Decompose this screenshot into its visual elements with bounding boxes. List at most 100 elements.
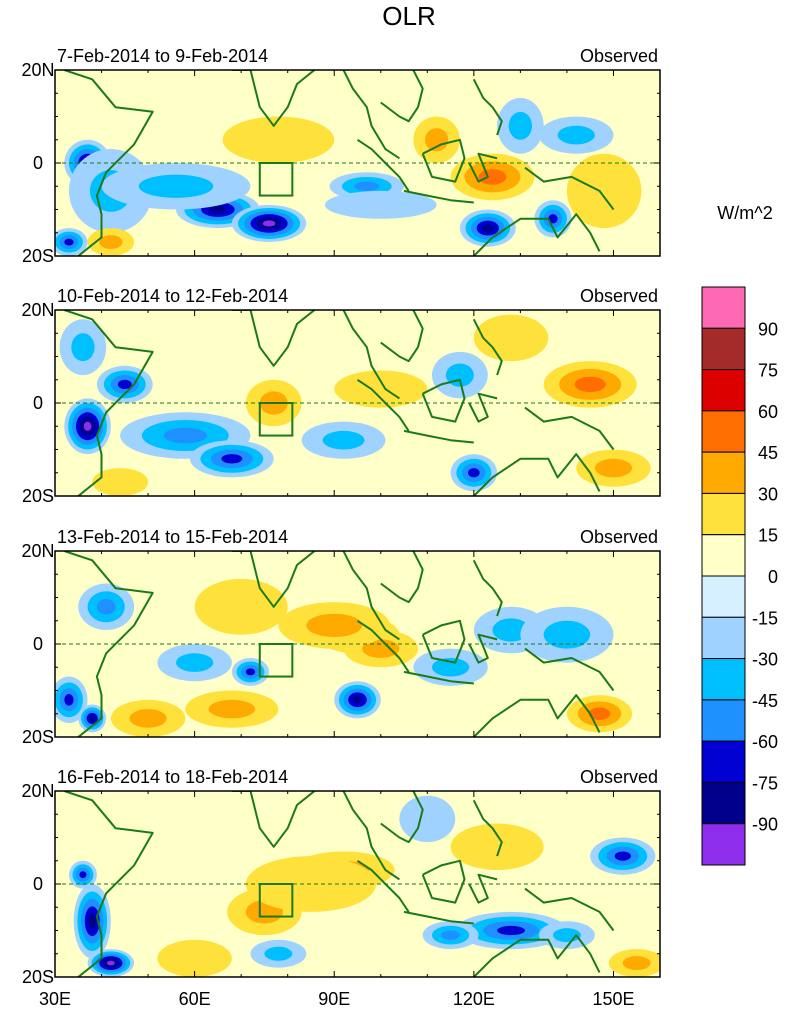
olr-anomaly-contour bbox=[92, 468, 149, 496]
coastline bbox=[421, 138, 466, 183]
index-box bbox=[258, 162, 294, 197]
coastline bbox=[473, 694, 601, 737]
olr-anomaly-contour bbox=[264, 946, 293, 961]
olr-anomaly-contour bbox=[222, 116, 335, 163]
x-tick-label: 60E bbox=[179, 989, 211, 1009]
coastline bbox=[342, 310, 400, 400]
colorbar-swatch bbox=[701, 534, 746, 577]
y-tick-label: 20N bbox=[21, 541, 54, 561]
olr-anomaly-contour bbox=[117, 379, 132, 390]
x-tick-label: 150E bbox=[592, 989, 634, 1009]
index-box bbox=[258, 643, 294, 678]
olr-anomaly-contour bbox=[508, 111, 533, 140]
y-tick-label: 20S bbox=[22, 246, 54, 266]
olr-anomaly-contour bbox=[594, 458, 633, 478]
y-tick-label: 20N bbox=[21, 60, 54, 80]
coastline bbox=[63, 70, 154, 256]
y-tick-label: 0 bbox=[33, 634, 43, 654]
olr-anomaly-contour bbox=[129, 709, 167, 728]
map-panel: 20N 0 20S 16-Feb-2014 to 18-Feb-2014 Observe… bbox=[21, 767, 661, 987]
coastline bbox=[380, 551, 424, 604]
olr-anomaly-contour bbox=[96, 599, 116, 615]
x-tick-label: 30E bbox=[39, 989, 71, 1009]
x-tick-label: 120E bbox=[453, 989, 495, 1009]
coastline bbox=[421, 378, 466, 423]
panel-date-label: 10-Feb-2014 to 12-Feb-2014 bbox=[57, 286, 288, 306]
olr-anomaly-contour bbox=[614, 851, 631, 861]
coastline bbox=[473, 213, 601, 256]
coastline bbox=[63, 791, 154, 977]
olr-anomaly-contour bbox=[334, 370, 428, 408]
olr-anomaly-contour bbox=[88, 913, 96, 929]
olr-anomaly-contour bbox=[548, 214, 558, 224]
colorbar-swatch bbox=[701, 781, 746, 825]
map-panel: 20N 0 20S 7-Feb-2014 to 9-Feb-2014 Observed bbox=[21, 46, 661, 266]
y-tick-label: 20N bbox=[21, 781, 54, 801]
y-tick-label: 20S bbox=[22, 727, 54, 747]
y-tick-label: 20S bbox=[22, 967, 54, 987]
panel-source-label: Observed bbox=[580, 767, 658, 787]
coastline bbox=[380, 70, 424, 123]
colorbar-label: 15 bbox=[758, 526, 778, 546]
y-tick-label: 0 bbox=[33, 874, 43, 894]
coastline bbox=[403, 429, 474, 444]
coastline bbox=[231, 310, 317, 367]
olr-anomaly-contour bbox=[89, 715, 96, 722]
panel-date-label: 16-Feb-2014 to 18-Feb-2014 bbox=[57, 767, 288, 787]
olr-anomaly-contour bbox=[399, 795, 456, 843]
colorbar-label: -30 bbox=[752, 650, 778, 670]
colorbar-swatch bbox=[701, 699, 746, 742]
panel-source-label: Observed bbox=[580, 286, 658, 306]
olr-anomaly-contour bbox=[209, 205, 227, 214]
index-box bbox=[258, 883, 294, 918]
units-label: W/m^2 bbox=[717, 203, 772, 223]
panel-source-label: Observed bbox=[580, 527, 658, 547]
olr-anomaly-contour bbox=[352, 696, 363, 704]
colorbar-swatch bbox=[701, 369, 746, 412]
y-tick-label: 0 bbox=[33, 153, 43, 173]
colorbar-label: 30 bbox=[758, 484, 778, 504]
coastline bbox=[231, 70, 317, 127]
coastline bbox=[231, 551, 317, 608]
colorbar-swatch bbox=[701, 410, 746, 453]
coastline bbox=[472, 799, 503, 857]
coastline bbox=[342, 70, 400, 160]
coastline bbox=[63, 310, 154, 496]
olr-anomaly-contour bbox=[106, 960, 115, 966]
colorbar-swatch bbox=[701, 823, 746, 866]
colorbar-swatch bbox=[701, 616, 746, 660]
y-tick-label: 20S bbox=[22, 486, 54, 506]
x-axis: 30E 60E 90E 120E 150E bbox=[39, 989, 635, 1009]
panel-date-label: 13-Feb-2014 to 15-Feb-2014 bbox=[57, 527, 288, 547]
panel-date-label: 7-Feb-2014 to 9-Feb-2014 bbox=[57, 46, 268, 66]
olr-anomaly-contour bbox=[324, 190, 437, 219]
olr-anomaly-contour bbox=[492, 618, 530, 642]
colorbar-label: 0 bbox=[768, 567, 778, 587]
coastline bbox=[468, 873, 498, 904]
coastline bbox=[472, 78, 503, 136]
colorbar-swatch bbox=[701, 286, 746, 329]
colorbar-label: -45 bbox=[752, 691, 778, 711]
olr-anomaly-contour bbox=[79, 871, 87, 879]
olr-anomaly-contour bbox=[64, 693, 74, 706]
coastline bbox=[63, 551, 154, 737]
coastline bbox=[468, 392, 498, 423]
coastline bbox=[524, 166, 615, 211]
coastline bbox=[231, 791, 317, 848]
olr-anomaly-contour bbox=[306, 613, 363, 638]
olr-anomaly-contour bbox=[588, 707, 611, 720]
olr-anomaly-contour bbox=[138, 174, 214, 198]
olr-anomaly-contour bbox=[245, 668, 256, 676]
coastline bbox=[468, 152, 498, 183]
colorbar-swatch bbox=[701, 327, 746, 371]
chart-title: OLR bbox=[382, 1, 435, 31]
colorbar-label: -90 bbox=[752, 815, 778, 835]
coastline bbox=[380, 310, 424, 363]
olr-anomaly-contour bbox=[478, 169, 507, 185]
colorbar-label: 90 bbox=[758, 319, 778, 339]
olr-anomaly-contour bbox=[482, 224, 494, 232]
coastline bbox=[524, 647, 615, 692]
coastline bbox=[524, 887, 615, 932]
